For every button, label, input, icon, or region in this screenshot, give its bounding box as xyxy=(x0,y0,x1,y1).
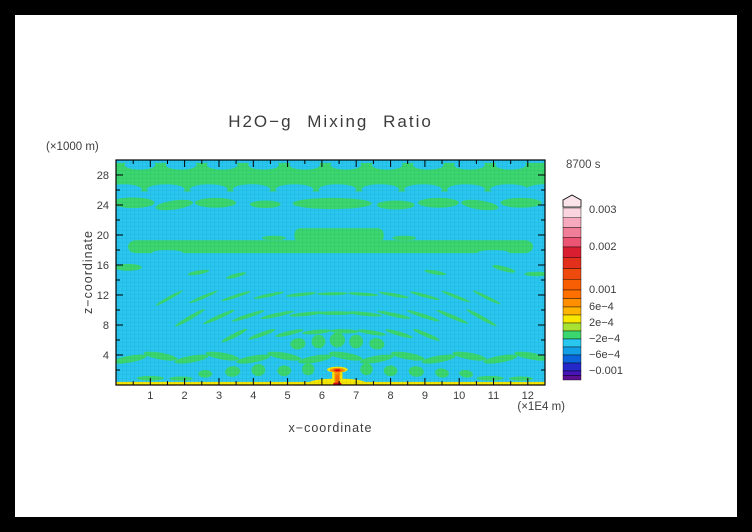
timestamp-label: 8700 s xyxy=(566,159,601,171)
svg-text:6: 6 xyxy=(319,390,325,402)
y-axis-unit: (×1000 m) xyxy=(46,141,99,153)
x-axis-label: x−coordinate xyxy=(288,421,373,435)
svg-text:3: 3 xyxy=(216,390,222,402)
svg-text:20: 20 xyxy=(97,230,109,242)
chart-title: H2O−g Mixing Ratio xyxy=(228,112,433,131)
colorbar-scale xyxy=(562,194,582,381)
svg-text:1: 1 xyxy=(147,390,153,402)
svg-text:2: 2 xyxy=(182,390,188,402)
svg-text:5: 5 xyxy=(285,390,291,402)
svg-text:16: 16 xyxy=(97,260,109,272)
svg-text:9: 9 xyxy=(422,390,428,402)
colorbar-tick-label: 0.001 xyxy=(589,284,617,296)
colorbar-tick-label: 2e−4 xyxy=(589,317,614,329)
x-axis-unit: (×1E4 m) xyxy=(517,401,565,413)
colorbar-tick-label: 0.003 xyxy=(589,204,617,216)
svg-text:12: 12 xyxy=(97,290,109,302)
colorbar-tick-label: −2e−4 xyxy=(589,333,621,345)
colorbar-tick-label: 6e−4 xyxy=(589,301,614,313)
svg-text:8: 8 xyxy=(388,390,394,402)
svg-text:10: 10 xyxy=(453,390,465,402)
colorbar-tick-label: 0.002 xyxy=(589,241,617,253)
svg-text:8: 8 xyxy=(103,320,109,332)
svg-text:28: 28 xyxy=(97,170,109,182)
svg-text:7: 7 xyxy=(353,390,359,402)
svg-text:4: 4 xyxy=(250,390,256,402)
axis-ticks xyxy=(116,160,545,385)
plot-frame xyxy=(115,159,546,386)
figure-canvas: H2O−g Mixing Ratio (×1000 m) z−coordinat… xyxy=(15,15,737,517)
colorbar-tick-label: −6e−4 xyxy=(589,349,621,361)
colorbar: 0.003 0.002 0.001 6e−4 2e−4 −2e−4 −6e−4 −0.001 xyxy=(562,194,672,404)
grid-mesh-overlay xyxy=(116,160,545,385)
svg-text:4: 4 xyxy=(103,350,109,362)
colorbar-tick-label: −0.001 xyxy=(589,365,623,377)
svg-text:24: 24 xyxy=(97,200,109,212)
svg-text:12: 12 xyxy=(522,390,534,402)
svg-text:11: 11 xyxy=(488,390,499,402)
